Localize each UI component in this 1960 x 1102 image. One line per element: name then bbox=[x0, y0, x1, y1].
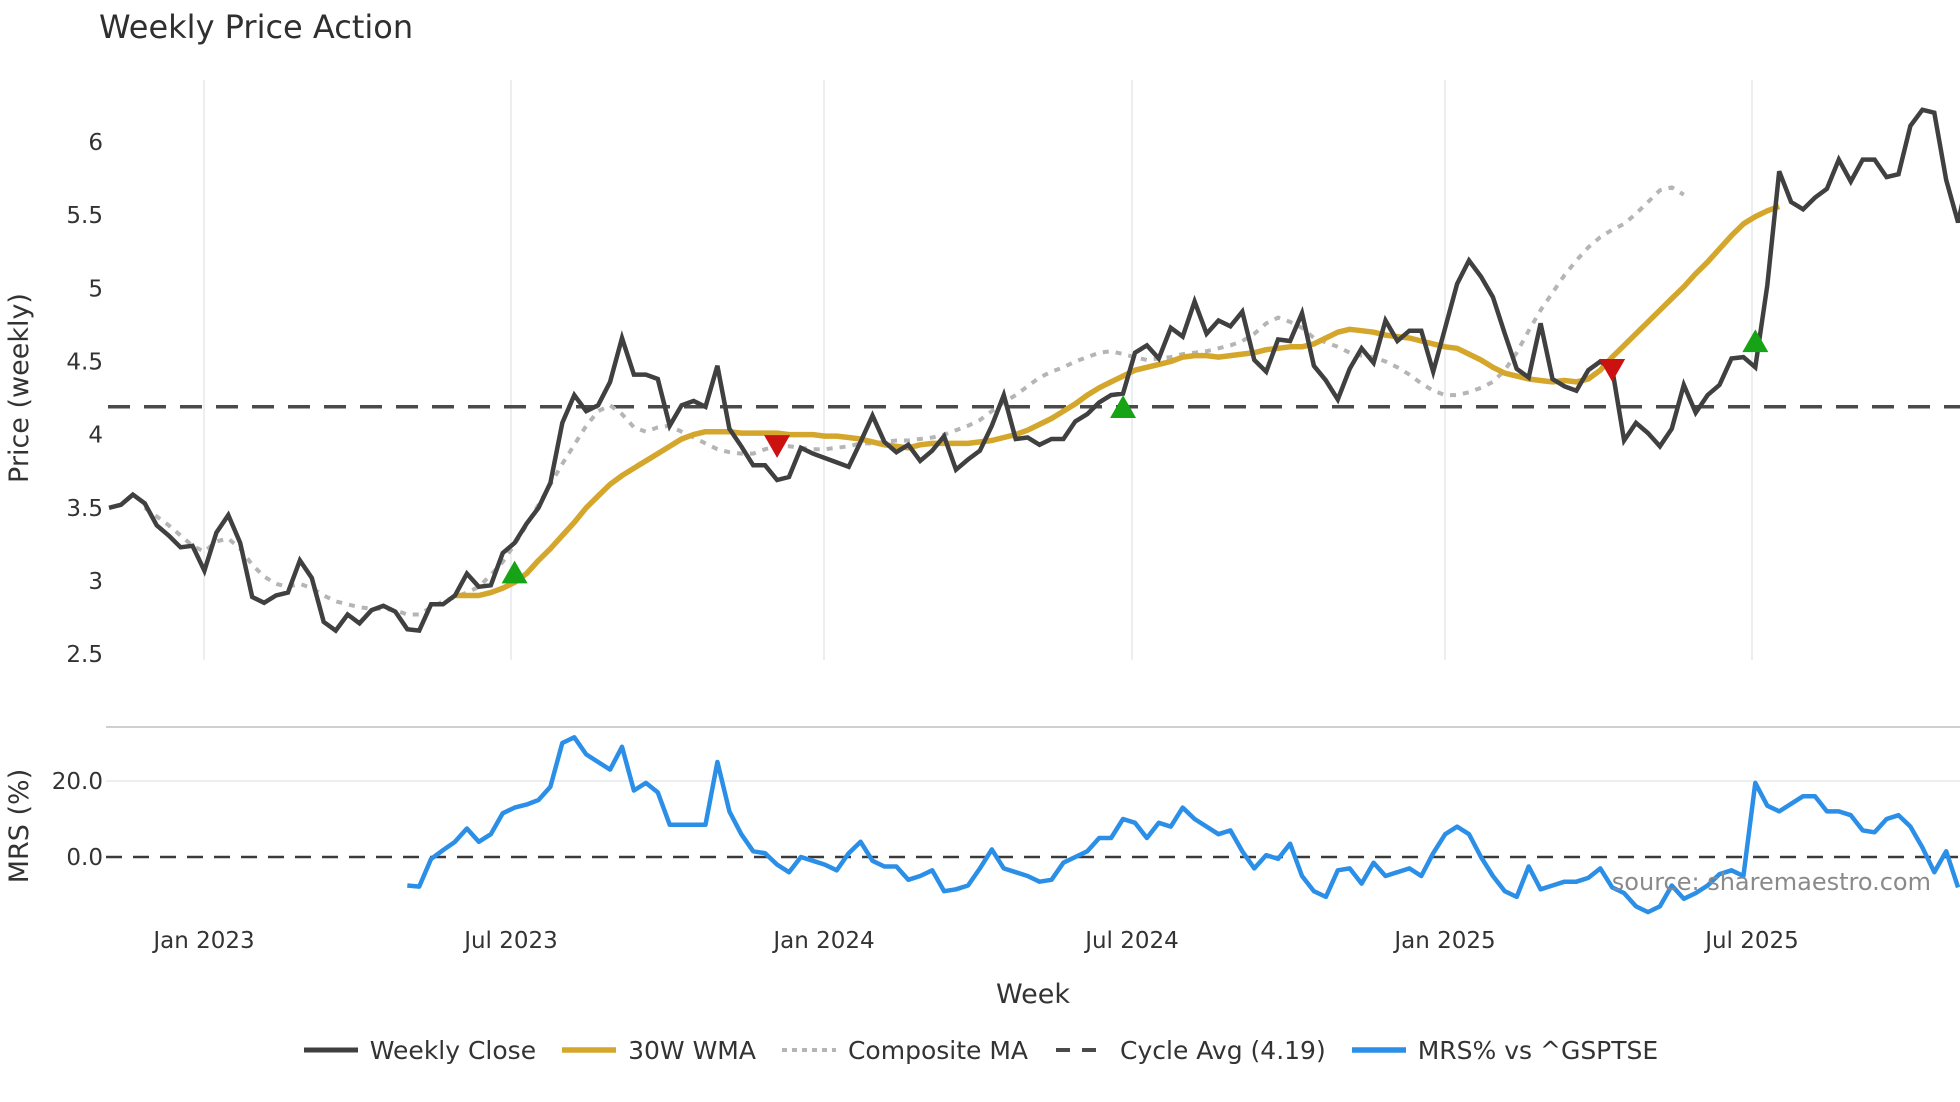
chart-title: Weekly Price Action bbox=[99, 8, 414, 46]
x-tick-label: Jan 2024 bbox=[771, 928, 874, 954]
price-tick-label: 3 bbox=[88, 569, 103, 595]
price-tick-label: 2.5 bbox=[66, 642, 103, 668]
x-axis-ticks: Jan 2023 Jul 2023 Jan 2024 Jul 2024 Jan 2025… bbox=[151, 928, 1798, 954]
legend-item-wma[interactable]: 30W WMA bbox=[560, 1035, 756, 1065]
legend-item-cycle-avg[interactable]: Cycle Avg (4.19) bbox=[1052, 1035, 1326, 1065]
price-tick-label: 4 bbox=[88, 423, 103, 449]
dotted-line-swatch-icon bbox=[780, 1035, 838, 1065]
wma-30w-line bbox=[455, 203, 1781, 599]
buy-signal-triangle-icon bbox=[1110, 395, 1137, 419]
legend-item-composite-ma[interactable]: Composite MA bbox=[780, 1035, 1028, 1065]
price-y-ticks: 6 5.5 5 4.5 4 3.5 3 2.5 bbox=[66, 130, 103, 668]
sell-signal-triangle-icon bbox=[764, 435, 791, 458]
legend-label: Composite MA bbox=[847, 1035, 1029, 1065]
legend-label: Weekly Close bbox=[369, 1035, 537, 1065]
price-tick-label: 4.5 bbox=[66, 349, 103, 375]
mrs-tick-label: 20.0 bbox=[52, 769, 103, 795]
composite-ma-line bbox=[143, 185, 1685, 617]
legend-item-mrs[interactable]: MRS% vs ^GSPTSE bbox=[1350, 1035, 1658, 1065]
x-tick-label: Jan 2025 bbox=[1392, 928, 1495, 954]
mrs-y-axis-title: MRS (%) bbox=[4, 769, 35, 884]
mrs-tick-label: 0.0 bbox=[66, 845, 103, 871]
legend-label: Cycle Avg (4.19) bbox=[1120, 1035, 1326, 1065]
solid-line-swatch-icon bbox=[560, 1035, 618, 1065]
mrs-line bbox=[407, 735, 1960, 915]
weekly-close-line bbox=[108, 107, 1960, 634]
x-axis-title: Week bbox=[996, 979, 1070, 1010]
x-tick-label: Jul 2023 bbox=[462, 928, 558, 954]
sell-signal-triangle-icon bbox=[1599, 359, 1626, 382]
solid-line-swatch-icon bbox=[302, 1035, 360, 1065]
legend-label: MRS% vs ^GSPTSE bbox=[1417, 1035, 1659, 1065]
dashed-line-swatch-icon bbox=[1052, 1035, 1110, 1065]
solid-line-swatch-icon bbox=[1350, 1035, 1408, 1065]
price-tick-label: 6 bbox=[88, 130, 103, 156]
x-tick-label: Jan 2023 bbox=[151, 928, 254, 954]
source-note: source: sharemaestro.com bbox=[1612, 868, 1931, 896]
price-tick-label: 5.5 bbox=[66, 203, 103, 229]
legend: Weekly Close 30W WMA Composite MA Cycle … bbox=[0, 1035, 1960, 1065]
legend-label: 30W WMA bbox=[628, 1035, 756, 1065]
price-y-axis-title: Price (weekly) bbox=[4, 293, 35, 483]
x-tick-label: Jul 2024 bbox=[1083, 928, 1179, 954]
signal-markers bbox=[501, 329, 1769, 584]
buy-signal-triangle-icon bbox=[1742, 329, 1769, 353]
price-tick-label: 3.5 bbox=[66, 496, 103, 522]
price-tick-label: 5 bbox=[88, 276, 103, 302]
legend-item-weekly-close[interactable]: Weekly Close bbox=[302, 1035, 536, 1065]
mrs-y-ticks: 20.0 0.0 bbox=[52, 769, 103, 871]
buy-signal-triangle-icon bbox=[501, 560, 528, 584]
x-tick-label: Jul 2025 bbox=[1703, 928, 1799, 954]
